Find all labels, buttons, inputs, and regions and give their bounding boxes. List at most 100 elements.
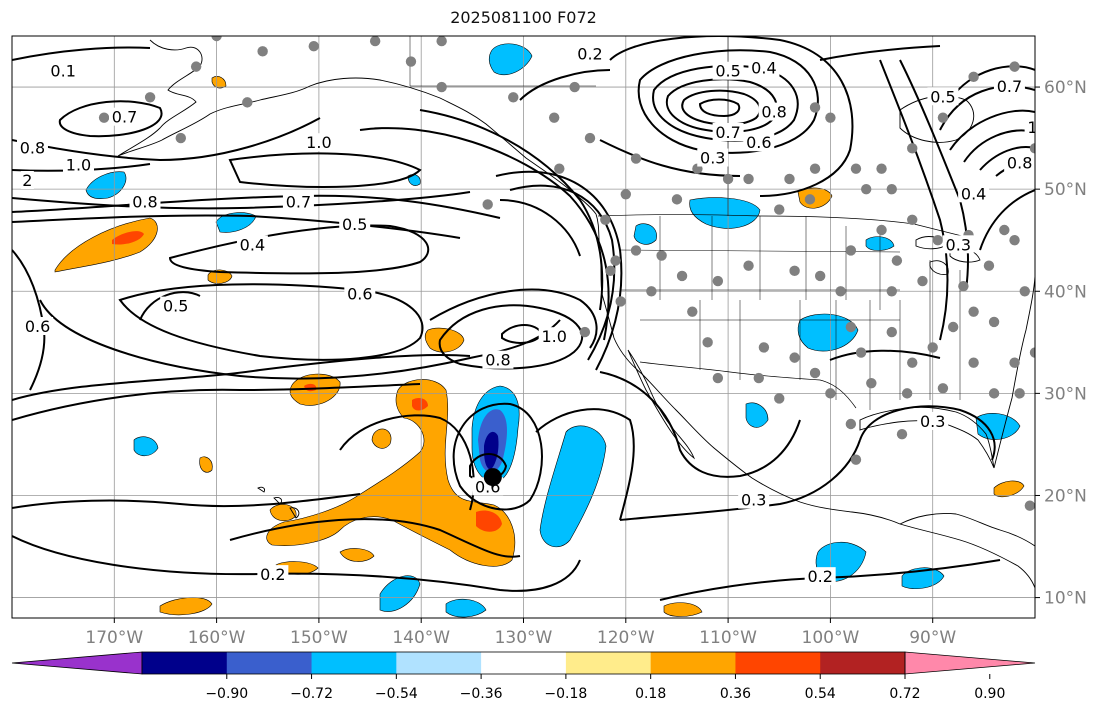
lat-tick-label: 40°N: [1044, 282, 1087, 302]
station-dot: [850, 454, 862, 465]
station-dot: [722, 173, 734, 185]
shaded-anomaly-fields: [54, 43, 1025, 618]
station-dot: [809, 163, 821, 174]
contour-label: 0.3: [946, 235, 971, 254]
station-dot: [968, 357, 979, 368]
contour-label: 0.8: [485, 351, 510, 370]
station-dot: [1009, 357, 1020, 368]
colorbar-segment: [396, 652, 482, 674]
contour-line: [859, 405, 996, 461]
contour-line: [12, 535, 581, 592]
station-dot: [896, 429, 908, 440]
positive-anomaly-core: [476, 510, 502, 532]
contour-line: [495, 170, 623, 371]
us-mexico-border: [639, 361, 857, 409]
station-dot: [835, 286, 846, 297]
positive-anomaly-region: [199, 456, 213, 473]
positive-anomaly-region: [211, 76, 227, 89]
station-dot: [98, 112, 110, 123]
station-dot: [610, 255, 621, 266]
colorbar-tick-label: −0.54: [375, 686, 418, 702]
negative-anomaly-core: [484, 431, 499, 470]
contour-line: [12, 383, 421, 421]
station-dot: [758, 342, 770, 353]
station-dot: [743, 173, 754, 185]
station-dot: [676, 270, 688, 282]
lat-tick-label: 20°N: [1044, 486, 1087, 506]
positive-anomaly-region: [663, 602, 703, 617]
lat-tick-label: 60°N: [1044, 78, 1087, 98]
station-dot: [584, 132, 596, 144]
station-dot: [605, 265, 616, 277]
contour-label-bg: [846, 0, 877, 18]
contour-label: 0.3: [700, 149, 725, 168]
contour-label: 0.5: [930, 87, 955, 106]
contour-line: [12, 191, 471, 210]
contour-label-bg: [160, 296, 192, 315]
negative-anomaly-region: [539, 425, 607, 548]
station-dot: [1034, 453, 1035, 456]
contour-label: 0.8: [20, 138, 45, 157]
station-dot: [175, 132, 186, 144]
station-dot: [927, 342, 938, 353]
contour-label: 0.6: [347, 284, 372, 303]
contour-line: [599, 371, 801, 478]
contour-label-bg: [1024, 117, 1035, 136]
central-america-coast: [899, 513, 1035, 547]
station-dot: [866, 377, 877, 389]
station-dot: [554, 163, 565, 174]
colorbar-tick-label: 0.72: [889, 686, 920, 702]
station-dot: [687, 306, 698, 317]
contour-line: [359, 127, 610, 341]
station-dot: [845, 321, 857, 333]
contour-label-bg: [257, 565, 289, 584]
station-dot: [825, 388, 836, 399]
station-dot: [753, 372, 764, 384]
station-dot: [615, 296, 626, 307]
lon-tick-label: 160°W: [188, 628, 246, 648]
station-dot: [999, 224, 1010, 236]
contour-line: [39, 299, 561, 380]
contour-lines: [12, 36, 1035, 601]
contour-line: [168, 224, 430, 275]
station-dot: [508, 92, 519, 103]
station-dot: [891, 255, 903, 266]
map-title: 2025081100 F072: [450, 8, 597, 27]
station-dot: [144, 92, 156, 103]
contour-label: 1.0: [541, 327, 566, 346]
contour-label-bg: [942, 235, 974, 254]
negative-anomaly-region: [745, 402, 769, 428]
station-dot: [968, 306, 979, 317]
station-dot: [968, 71, 979, 83]
station-dot: [789, 265, 800, 277]
us-canada-border: [597, 214, 963, 237]
station-dot: [886, 326, 897, 338]
contour-label-bg: [482, 350, 514, 369]
contour-label-bg: [697, 148, 729, 167]
contour-label-bg: [927, 87, 959, 106]
contour-line: [681, 89, 761, 126]
colorbar-tick-label: 0.36: [720, 686, 751, 702]
contour-line: [609, 36, 854, 197]
contour-label-bg: [22, 317, 54, 335]
station-dot: [1024, 500, 1035, 511]
station-dot: [988, 388, 1000, 399]
station-dot: [257, 46, 268, 57]
colorbar-segment: [226, 652, 313, 674]
positive-anomaly-region: [266, 379, 516, 567]
station-dot: [630, 153, 642, 164]
station-dot: [482, 199, 493, 210]
station-dot: [901, 388, 913, 399]
contour-line: [12, 117, 321, 162]
negative-anomaly-region: [633, 223, 657, 245]
colorbar-segment: [820, 652, 906, 674]
contour-label-bg: [758, 102, 790, 121]
contour-label: 0.8: [132, 192, 157, 211]
low-center-marker: [483, 468, 502, 487]
contour-line: [58, 100, 163, 138]
station-dot: [334, 21, 344, 31]
station-dot: [1050, 255, 1060, 265]
station-dot: [600, 214, 611, 225]
station-dot: [1009, 235, 1020, 246]
contour-line: [829, 349, 941, 361]
